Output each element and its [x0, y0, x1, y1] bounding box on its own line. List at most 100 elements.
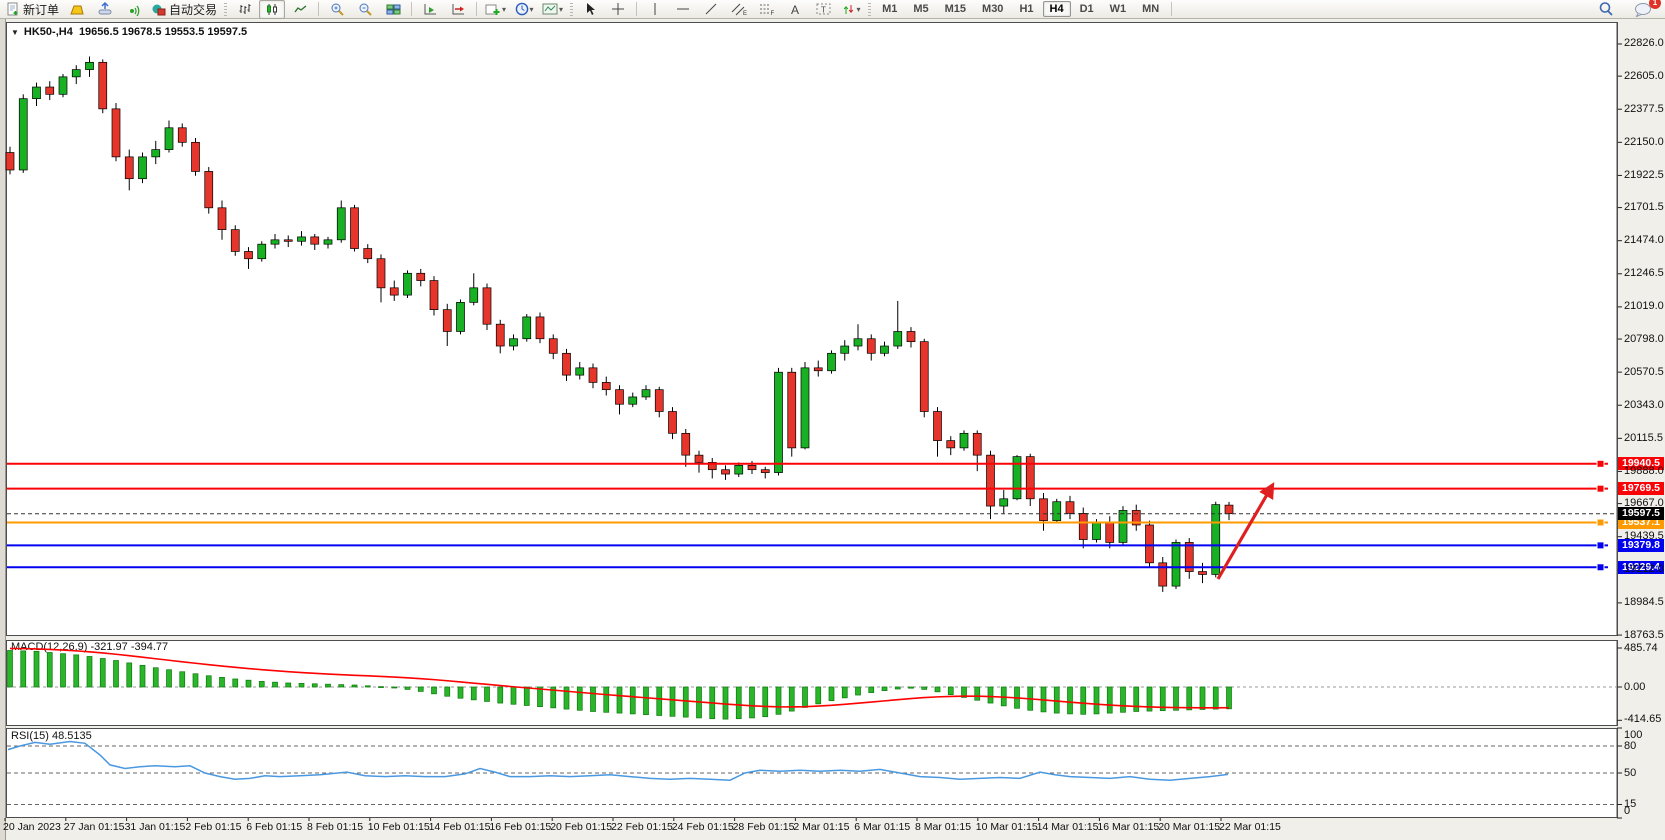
auto-scroll-button[interactable]	[417, 0, 443, 19]
chat-bubble-icon	[1635, 2, 1651, 17]
svg-text:F: F	[770, 11, 774, 16]
svg-text:E: E	[743, 11, 747, 16]
search-button[interactable]	[1593, 0, 1619, 19]
text-label-icon: T	[816, 3, 831, 15]
add-indicator-button[interactable]: ▾	[482, 0, 509, 19]
candlestick-series	[5, 56, 1234, 592]
fibonacci-icon: F	[759, 4, 774, 16]
text-tool-button[interactable]: A	[782, 0, 808, 19]
trendline-tool-button[interactable]	[698, 0, 724, 19]
line-chart-icon	[294, 4, 306, 12]
candlestick-mode-button[interactable]	[259, 0, 286, 19]
crosshair-tool-button[interactable]	[605, 0, 631, 19]
notification-badge: 1	[1649, 0, 1661, 9]
cursor-tool-button[interactable]	[577, 0, 603, 19]
signal-button[interactable]	[120, 0, 146, 19]
add-indicator-icon	[485, 4, 500, 15]
timeframe-mn-button[interactable]: MN	[1142, 3, 1160, 15]
autotrading-button[interactable]: 自动交易	[148, 0, 220, 19]
chart-menu-triangle-icon[interactable]: ▼	[11, 28, 19, 37]
toolbar-drag-handle[interactable]	[868, 2, 872, 16]
gold-ingot-icon	[70, 5, 84, 14]
trendline-icon	[705, 3, 717, 15]
cursor-icon	[586, 3, 595, 15]
timeframe-m30-button[interactable]: M30	[982, 3, 1004, 15]
zoom-in-button[interactable]	[324, 0, 350, 19]
bar-chart-mode-button[interactable]	[231, 0, 257, 19]
fibonacci-tool-button[interactable]: F	[754, 0, 780, 19]
text-label-tool-button[interactable]: T	[810, 0, 836, 19]
timeframe-m15-button[interactable]: M15	[944, 3, 967, 15]
new-order-icon	[7, 2, 18, 16]
equidistant-channel-icon: E	[731, 3, 747, 16]
text-icon: A	[791, 3, 799, 16]
new-order-button[interactable]: 新订单	[3, 0, 62, 19]
toolbar-separator	[476, 2, 478, 16]
toolbar-separator	[636, 2, 638, 16]
window-left-edge	[0, 19, 6, 840]
chevron-down-icon: ▾	[559, 4, 564, 14]
zoom-out-icon	[359, 3, 372, 16]
template-icon	[542, 3, 558, 15]
price-chart-pane[interactable]	[6, 22, 1618, 636]
toolbar-separator	[411, 2, 413, 16]
chevron-down-icon: ▾	[529, 4, 534, 14]
hline-handle[interactable]	[1596, 563, 1605, 572]
templates-button[interactable]: ▾	[539, 0, 566, 19]
timeframe-w1-button[interactable]: W1	[1109, 3, 1127, 15]
hline-handle[interactable]	[1596, 459, 1605, 468]
trend-arrow-object[interactable]	[1216, 482, 1275, 580]
svg-text:A: A	[791, 3, 799, 16]
toolbar-separator	[318, 2, 320, 16]
macd-signal-line	[9, 647, 1230, 709]
rsi-line	[7, 740, 1229, 781]
timeframe-m1-button[interactable]: M1	[882, 3, 898, 15]
horizontal-line-tool-button[interactable]	[670, 0, 696, 19]
arrow-objects-button[interactable]: ▾	[838, 0, 864, 19]
toolbar-right-group: 1	[1592, 0, 1663, 19]
chart-shift-button[interactable]	[445, 0, 471, 19]
toolbar-drag-handle[interactable]	[570, 2, 574, 16]
line-chart-mode-button[interactable]	[287, 0, 313, 19]
toolbar-separator	[1171, 2, 1173, 16]
upload-button[interactable]	[92, 0, 118, 19]
timeframe-d1-button[interactable]: D1	[1079, 3, 1094, 15]
auto-scroll-icon	[424, 3, 436, 14]
svg-text:T: T	[821, 6, 826, 15]
deposit-button[interactable]	[64, 0, 90, 19]
rsi-indicator-label: RSI(15) 48.5135	[11, 730, 92, 742]
hline-handle[interactable]	[1596, 484, 1605, 493]
vertical-line-tool-button[interactable]	[642, 0, 668, 19]
timeframe-h1-button[interactable]: H1	[1019, 3, 1034, 15]
chart-title-text: HK50-,H4 19656.5 19678.5 19553.5 19597.5	[23, 26, 248, 38]
zoom-in-icon	[331, 3, 344, 16]
autotrading-icon	[152, 4, 166, 15]
upload-cloud-icon	[98, 2, 112, 15]
toolbar-drag-handle[interactable]	[224, 2, 228, 16]
tile-windows-icon	[386, 4, 401, 14]
hline-handle[interactable]	[1596, 518, 1605, 527]
clock-icon	[515, 2, 528, 16]
equidistant-channel-tool-button[interactable]: E	[726, 0, 752, 19]
chevron-down-icon: ▾	[502, 4, 507, 14]
search-icon	[1599, 2, 1613, 16]
timeframe-m5-button[interactable]: M5	[913, 3, 929, 15]
chevron-down-icon: ▾	[856, 4, 861, 14]
timeframe-h4-button[interactable]: H4	[1042, 1, 1071, 17]
main-toolbar: 新订单 自动交易	[0, 0, 1665, 19]
tile-windows-button[interactable]	[380, 0, 406, 19]
new-order-label: 新订单	[23, 2, 60, 17]
signal-icon	[129, 5, 139, 16]
horizontal-line-icon	[677, 8, 690, 10]
vertical-line-icon	[654, 3, 656, 15]
hline-handle[interactable]	[1596, 541, 1605, 550]
horizontal-lines	[7, 459, 1608, 572]
zoom-out-button[interactable]	[352, 0, 378, 19]
macd-histogram	[7, 650, 1232, 720]
chart-title: ▼ HK50-,H4 19656.5 19678.5 19553.5 19597.…	[11, 26, 247, 38]
chart-shift-icon	[452, 3, 464, 14]
bar-chart-icon	[239, 3, 251, 14]
periods-button[interactable]: ▾	[511, 0, 537, 19]
notifications-button[interactable]: 1	[1630, 0, 1661, 19]
